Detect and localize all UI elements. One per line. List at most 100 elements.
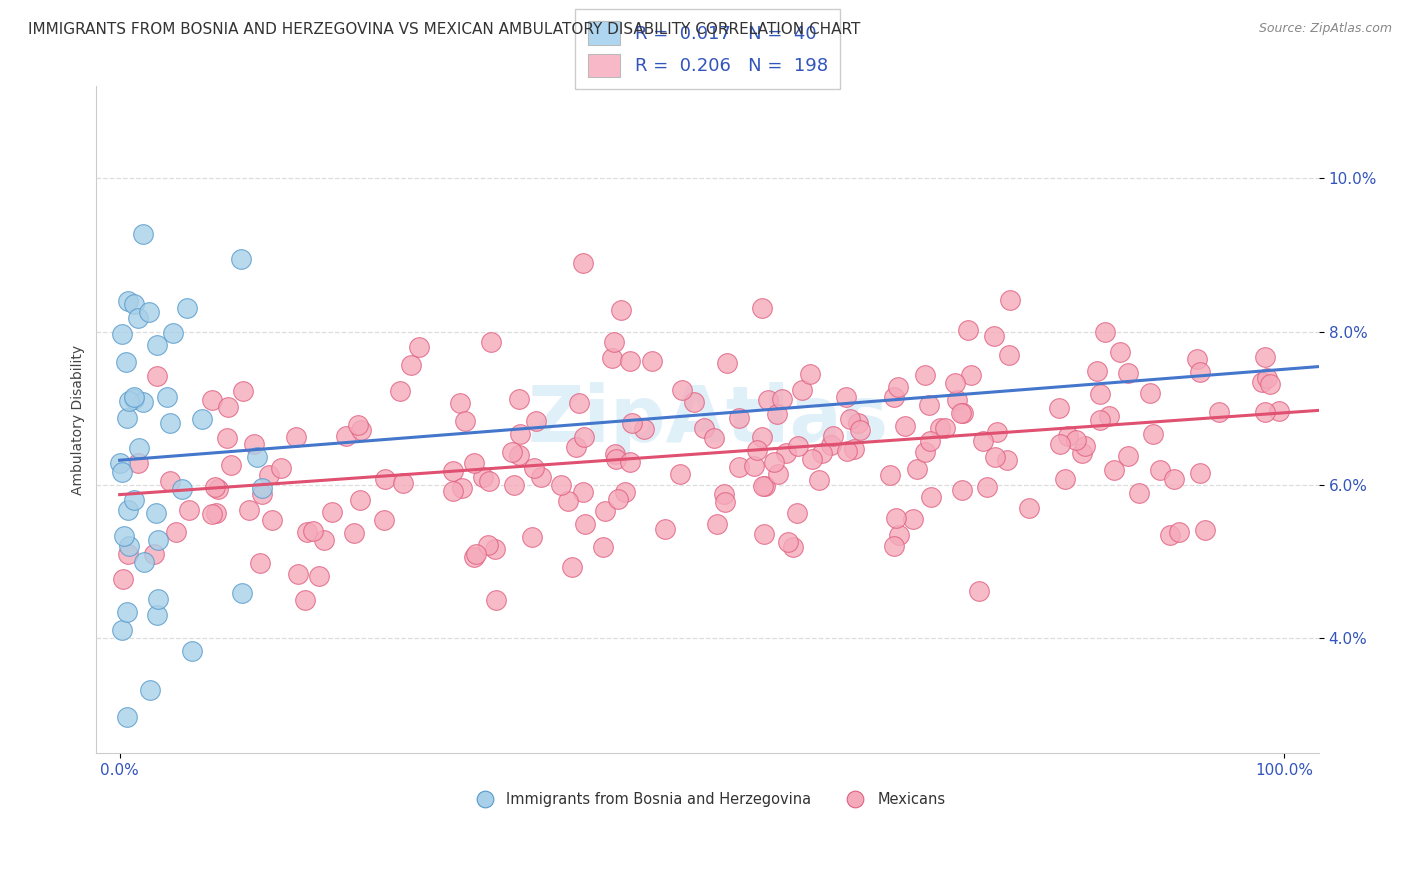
Text: Source: ZipAtlas.com: Source: ZipAtlas.com bbox=[1258, 22, 1392, 36]
Point bbox=[776, 535, 799, 549]
Point bbox=[1049, 437, 1071, 451]
Point bbox=[950, 483, 973, 497]
Point bbox=[747, 443, 769, 458]
Point bbox=[117, 605, 139, 619]
Point bbox=[308, 568, 330, 582]
Point bbox=[485, 593, 508, 607]
Point bbox=[763, 455, 786, 469]
Point bbox=[1097, 409, 1119, 424]
Text: IMMIGRANTS FROM BOSNIA AND HERZEGOVINA VS MEXICAN AMBULATORY DISABILITY CORRELAT: IMMIGRANTS FROM BOSNIA AND HERZEGOVINA V… bbox=[28, 22, 860, 37]
Point bbox=[295, 524, 318, 539]
Point bbox=[270, 461, 292, 475]
Point bbox=[1188, 365, 1211, 379]
Point bbox=[610, 302, 633, 317]
Text: ZipAtlas: ZipAtlas bbox=[527, 382, 889, 458]
Point bbox=[716, 356, 738, 370]
Point bbox=[592, 540, 614, 554]
Point bbox=[997, 453, 1019, 467]
Point bbox=[172, 482, 194, 496]
Point bbox=[260, 513, 283, 527]
Point bbox=[952, 406, 974, 420]
Point bbox=[693, 421, 716, 435]
Point bbox=[1128, 485, 1150, 500]
Point bbox=[389, 384, 412, 398]
Point bbox=[155, 390, 177, 404]
Point bbox=[706, 517, 728, 532]
Point bbox=[572, 430, 595, 444]
Point bbox=[765, 407, 787, 421]
Point bbox=[1168, 525, 1191, 540]
Point bbox=[808, 473, 831, 487]
Point bbox=[901, 512, 924, 526]
Point bbox=[894, 419, 917, 434]
Point bbox=[983, 329, 1005, 343]
Point bbox=[301, 524, 323, 538]
Point bbox=[463, 549, 485, 564]
Point bbox=[204, 480, 226, 494]
Point bbox=[441, 483, 464, 498]
Point bbox=[703, 431, 725, 445]
Point bbox=[574, 516, 596, 531]
Point bbox=[914, 445, 936, 459]
Point bbox=[887, 380, 910, 394]
Point bbox=[839, 411, 862, 425]
Point bbox=[820, 437, 842, 451]
Point bbox=[508, 448, 530, 462]
Point bbox=[754, 479, 776, 493]
Point bbox=[920, 434, 942, 448]
Point bbox=[883, 390, 905, 404]
Point bbox=[350, 423, 373, 437]
Point bbox=[605, 447, 627, 461]
Point bbox=[1085, 364, 1108, 378]
Point bbox=[450, 481, 472, 495]
Point bbox=[127, 456, 149, 470]
Point bbox=[742, 458, 765, 473]
Point bbox=[176, 301, 198, 315]
Point bbox=[165, 524, 187, 539]
Point bbox=[600, 351, 623, 365]
Point bbox=[250, 486, 273, 500]
Point bbox=[986, 425, 1008, 439]
Point bbox=[287, 566, 309, 581]
Point bbox=[844, 442, 866, 456]
Point bbox=[607, 491, 630, 506]
Point bbox=[115, 710, 138, 724]
Point bbox=[454, 414, 477, 428]
Point bbox=[128, 442, 150, 456]
Point bbox=[1256, 371, 1278, 385]
Point bbox=[231, 585, 253, 599]
Point bbox=[217, 401, 239, 415]
Point bbox=[967, 584, 990, 599]
Point bbox=[714, 495, 737, 509]
Point bbox=[887, 528, 910, 542]
Point bbox=[997, 348, 1019, 362]
Point bbox=[1070, 445, 1092, 459]
Point bbox=[201, 392, 224, 407]
Point bbox=[312, 533, 335, 548]
Point bbox=[1109, 345, 1132, 359]
Point bbox=[1267, 404, 1289, 418]
Point bbox=[1088, 413, 1111, 427]
Point bbox=[373, 513, 395, 527]
Point bbox=[374, 472, 396, 486]
Point bbox=[602, 334, 624, 349]
Point bbox=[1208, 405, 1230, 419]
Point bbox=[124, 390, 146, 404]
Point bbox=[449, 396, 471, 410]
Point bbox=[219, 458, 242, 472]
Point bbox=[132, 227, 155, 242]
Point bbox=[770, 392, 793, 406]
Point bbox=[1000, 293, 1022, 308]
Point bbox=[846, 416, 869, 430]
Point bbox=[146, 592, 169, 607]
Point bbox=[520, 530, 543, 544]
Point bbox=[799, 367, 821, 381]
Point bbox=[727, 459, 749, 474]
Point bbox=[557, 493, 579, 508]
Point bbox=[775, 446, 797, 460]
Point bbox=[823, 429, 845, 443]
Point bbox=[883, 539, 905, 553]
Point bbox=[929, 421, 952, 435]
Point bbox=[1149, 463, 1171, 477]
Point bbox=[115, 410, 138, 425]
